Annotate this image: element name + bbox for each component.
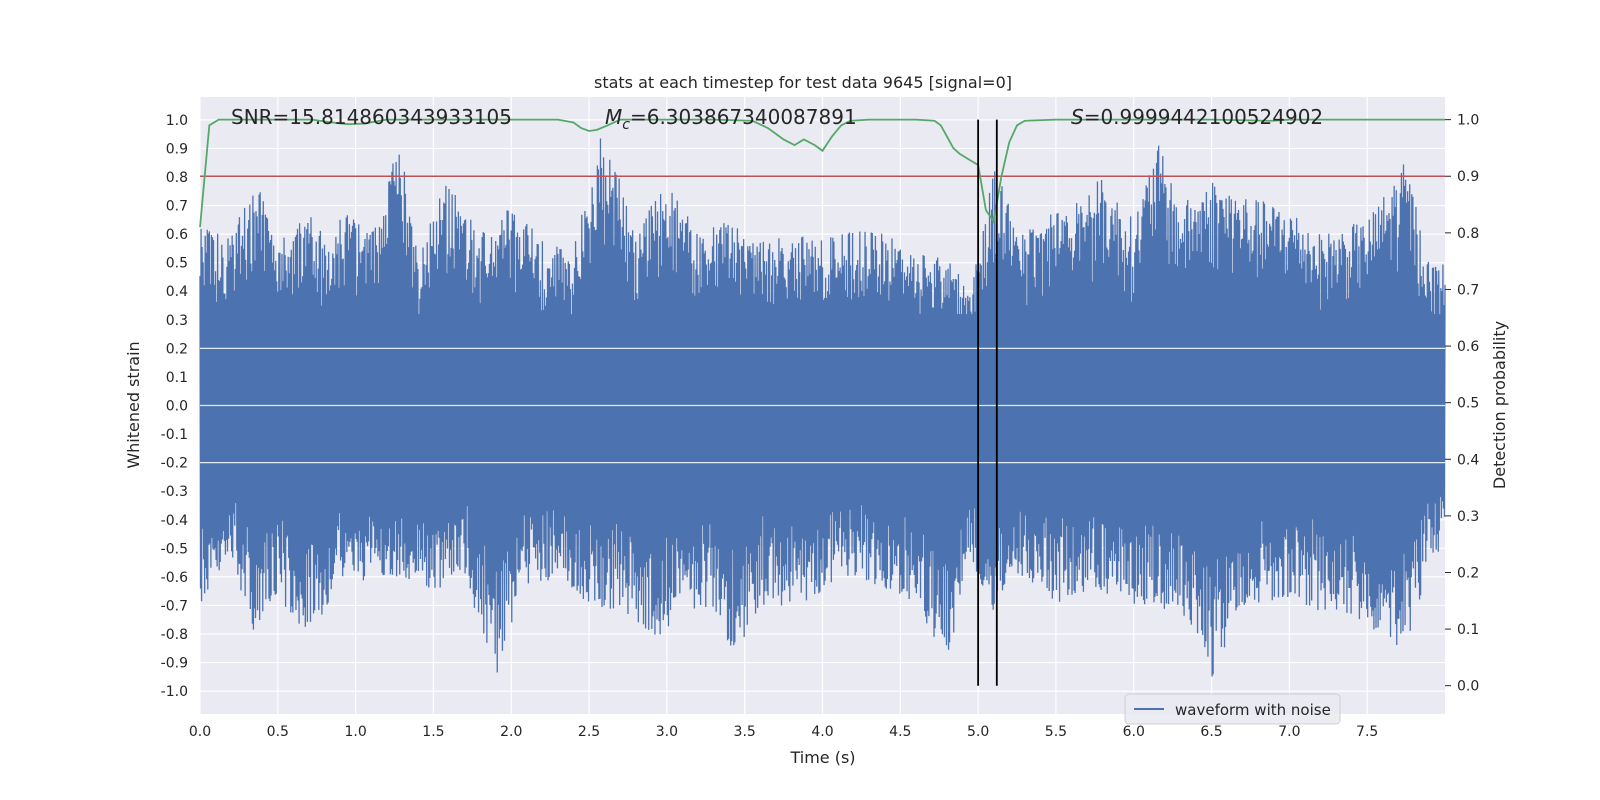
x-tick-label: 0.0 [189,724,211,740]
legend: waveform with noise [1124,693,1341,725]
y-right-tick-label: 1.0 [1457,113,1479,129]
y-left-axis-label: Whitened strain [124,341,143,468]
y-right-tick-label: 0.2 [1457,565,1479,581]
y-right-axis-label: Detection probability [1490,321,1509,489]
chart-title: stats at each timestep for test data 964… [594,73,1012,92]
y-left-tick-label: 0.8 [166,170,188,186]
x-tick-label: 1.0 [344,724,366,740]
detection-probability-series [199,118,1445,228]
x-tick-label: 7.5 [1356,724,1378,740]
y-left-tick-label: 0.0 [166,399,188,415]
y-left-tick-label: -0.1 [161,427,188,443]
chirp-mass-subscript: c [622,117,630,133]
x-tick-label: 3.0 [656,724,678,740]
y-right-tick-label: 0.9 [1457,169,1479,185]
y-left-tick-label: -0.3 [161,484,188,500]
x-tick-label: 7.0 [1278,724,1300,740]
chirp-mass-symbol: M [605,105,622,129]
x-tick-label: 3.5 [734,724,756,740]
y-left-tick-label: 0.7 [166,199,188,215]
chirp-mass-annotation: Mc=6.303867340087891 [605,105,857,133]
y-right-tick-label: 0.7 [1457,282,1479,298]
y-left-tick-label: -0.7 [161,598,188,614]
score-value: =0.9999442100524902 [1084,105,1323,129]
probability-line [199,118,1445,228]
waveform-series [199,138,1446,677]
event-marker-lines [977,119,998,686]
y-left-tick-label: -1.0 [161,684,188,700]
y-left-tick-label: -0.8 [161,627,188,643]
snr-annotation: SNR=15.814860343933105 [231,105,512,129]
score-symbol: S [1071,105,1084,129]
x-tick-label: 0.5 [267,724,289,740]
y-right-tick-label: 0.6 [1457,339,1479,355]
y-right-tick-label: 0.0 [1457,679,1479,695]
x-tick-label: 4.0 [811,724,833,740]
waveform-line [199,138,1446,677]
y-left-tick-label: 0.6 [166,227,188,243]
y-left-tick-label: 0.4 [166,284,188,300]
x-tick-label: 4.5 [889,724,911,740]
x-tick-label: 2.5 [578,724,600,740]
y-left-tick-label: 0.5 [166,256,188,272]
x-axis-label: Time (s) [789,748,855,767]
score-annotation: S=0.9999442100524902 [1071,105,1323,129]
x-tick-label: 5.5 [1045,724,1067,740]
y-left-tick-label: -0.4 [161,513,188,529]
x-tick-label: 5.0 [967,724,989,740]
x-tick-label: 1.5 [422,724,444,740]
x-tick-label: 2.0 [500,724,522,740]
y-left-tick-label: -0.2 [161,456,188,472]
y-right-tick-label: 0.8 [1457,226,1479,242]
y-left-tick-label: 0.3 [166,313,188,329]
y-left-tick-label: -0.6 [161,570,188,586]
y-right-tick-label: 0.4 [1457,452,1479,468]
chirp-mass-value: =6.303867340087891 [630,105,857,129]
legend-label: waveform with noise [1175,701,1331,719]
y-left-tick-label: 0.9 [166,141,188,157]
y-left-tick-label: 1.0 [166,113,188,129]
y-left-axis-ticks: 1.0 0.9 0.8 0.7 0.6 0.5 0.4 0.3 0.2 0.1 0.0 -0.1 -0.… [161,113,188,700]
y-left-tick-label: -0.5 [161,541,188,557]
y-right-tick-label: 0.5 [1457,396,1479,412]
y-right-axis-ticks: 1.0 0.9 0.8 0.7 0.6 0.5 0.4 0.3 0.2 0.1 0.0 [1445,113,1479,695]
y-left-tick-label: -0.9 [161,656,188,672]
y-left-tick-label: 0.2 [166,341,188,357]
x-tick-label: 6.5 [1200,724,1222,740]
y-right-tick-label: 0.3 [1457,509,1479,525]
x-tick-label: 6.0 [1123,724,1145,740]
legend-box [1124,693,1341,725]
y-left-tick-label: 0.1 [166,370,188,386]
y-right-tick-label: 0.1 [1457,622,1479,638]
x-axis-ticks: 0.0 0.5 1.0 1.5 2.0 2.5 3.0 3.5 4.0 4.5 5.0 5.5 6.0 6… [189,724,1378,740]
